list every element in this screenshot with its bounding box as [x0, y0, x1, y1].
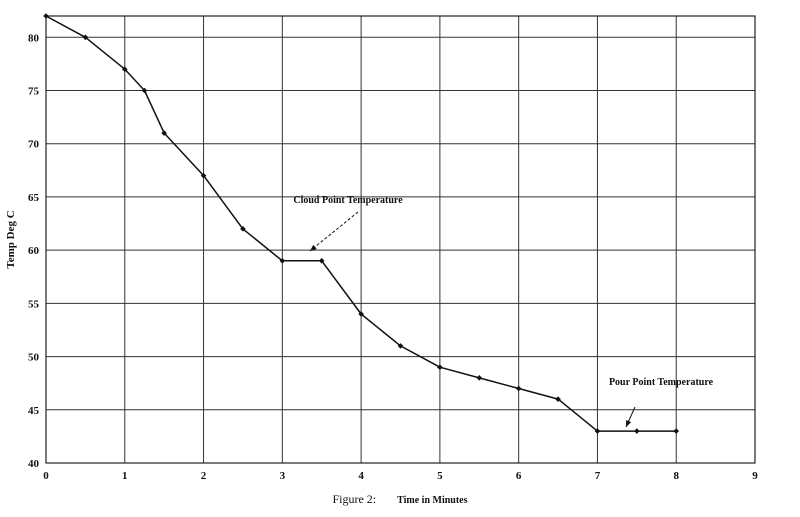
annotation-arrow-line — [309, 211, 359, 252]
data-point — [594, 428, 601, 434]
figure-number: Figure 2: — [332, 492, 377, 506]
x-axis-label: Time in Minutes — [397, 495, 468, 506]
x-tick-label: 2 — [201, 470, 207, 482]
figure-caption: Figure 2: Time in Minutes — [0, 492, 800, 507]
data-point — [397, 343, 404, 349]
series-layer — [43, 13, 680, 434]
data-point — [515, 385, 522, 392]
x-tick-label: 4 — [358, 470, 364, 482]
x-tick-label: 9 — [752, 470, 758, 482]
series-line — [45, 15, 677, 432]
y-axis-label: Temp Deg C — [5, 210, 17, 268]
annotation-label: Pour Point Temperature — [609, 377, 714, 388]
annotation-arrow-head — [626, 420, 632, 427]
data-point — [200, 172, 207, 179]
y-tick-label: 70 — [28, 139, 40, 151]
x-tick-label: 0 — [43, 470, 49, 482]
y-tick-label: 60 — [28, 245, 40, 257]
data-point — [358, 311, 364, 317]
x-tick-label: 6 — [516, 470, 522, 482]
grid — [46, 16, 755, 463]
data-point — [161, 130, 167, 136]
data-point — [437, 364, 443, 371]
axes — [45, 15, 756, 464]
annotations: Cloud Point Temperature Pour Point Temper… — [293, 195, 714, 428]
y-tick-label: 40 — [28, 458, 40, 470]
data-point — [634, 428, 640, 434]
y-tick-label: 80 — [28, 32, 40, 44]
plot-frame — [45, 15, 756, 464]
y-tick-label: 55 — [28, 298, 40, 310]
data-point — [555, 396, 561, 402]
y-tick-label: 45 — [28, 405, 40, 417]
x-tick-label: 5 — [437, 470, 443, 482]
x-tick-label: 1 — [122, 470, 128, 482]
data-point — [318, 257, 325, 264]
y-tick-label: 50 — [28, 352, 40, 364]
data-point — [43, 13, 49, 19]
data-point — [673, 428, 680, 434]
y-tick-label: 65 — [28, 192, 40, 204]
data-point — [82, 34, 89, 41]
y-tick-label: 75 — [28, 86, 40, 98]
data-point — [141, 87, 148, 94]
x-tick-label: 3 — [280, 470, 286, 482]
x-tick-label: 8 — [673, 470, 679, 482]
data-point — [476, 375, 483, 381]
x-tick-label: 7 — [595, 470, 601, 482]
data-point — [121, 66, 128, 73]
annotation-arrow-head — [310, 244, 317, 251]
data-point — [240, 226, 246, 232]
data-point — [279, 257, 286, 264]
annotation-label: Cloud Point Temperature — [293, 195, 403, 206]
